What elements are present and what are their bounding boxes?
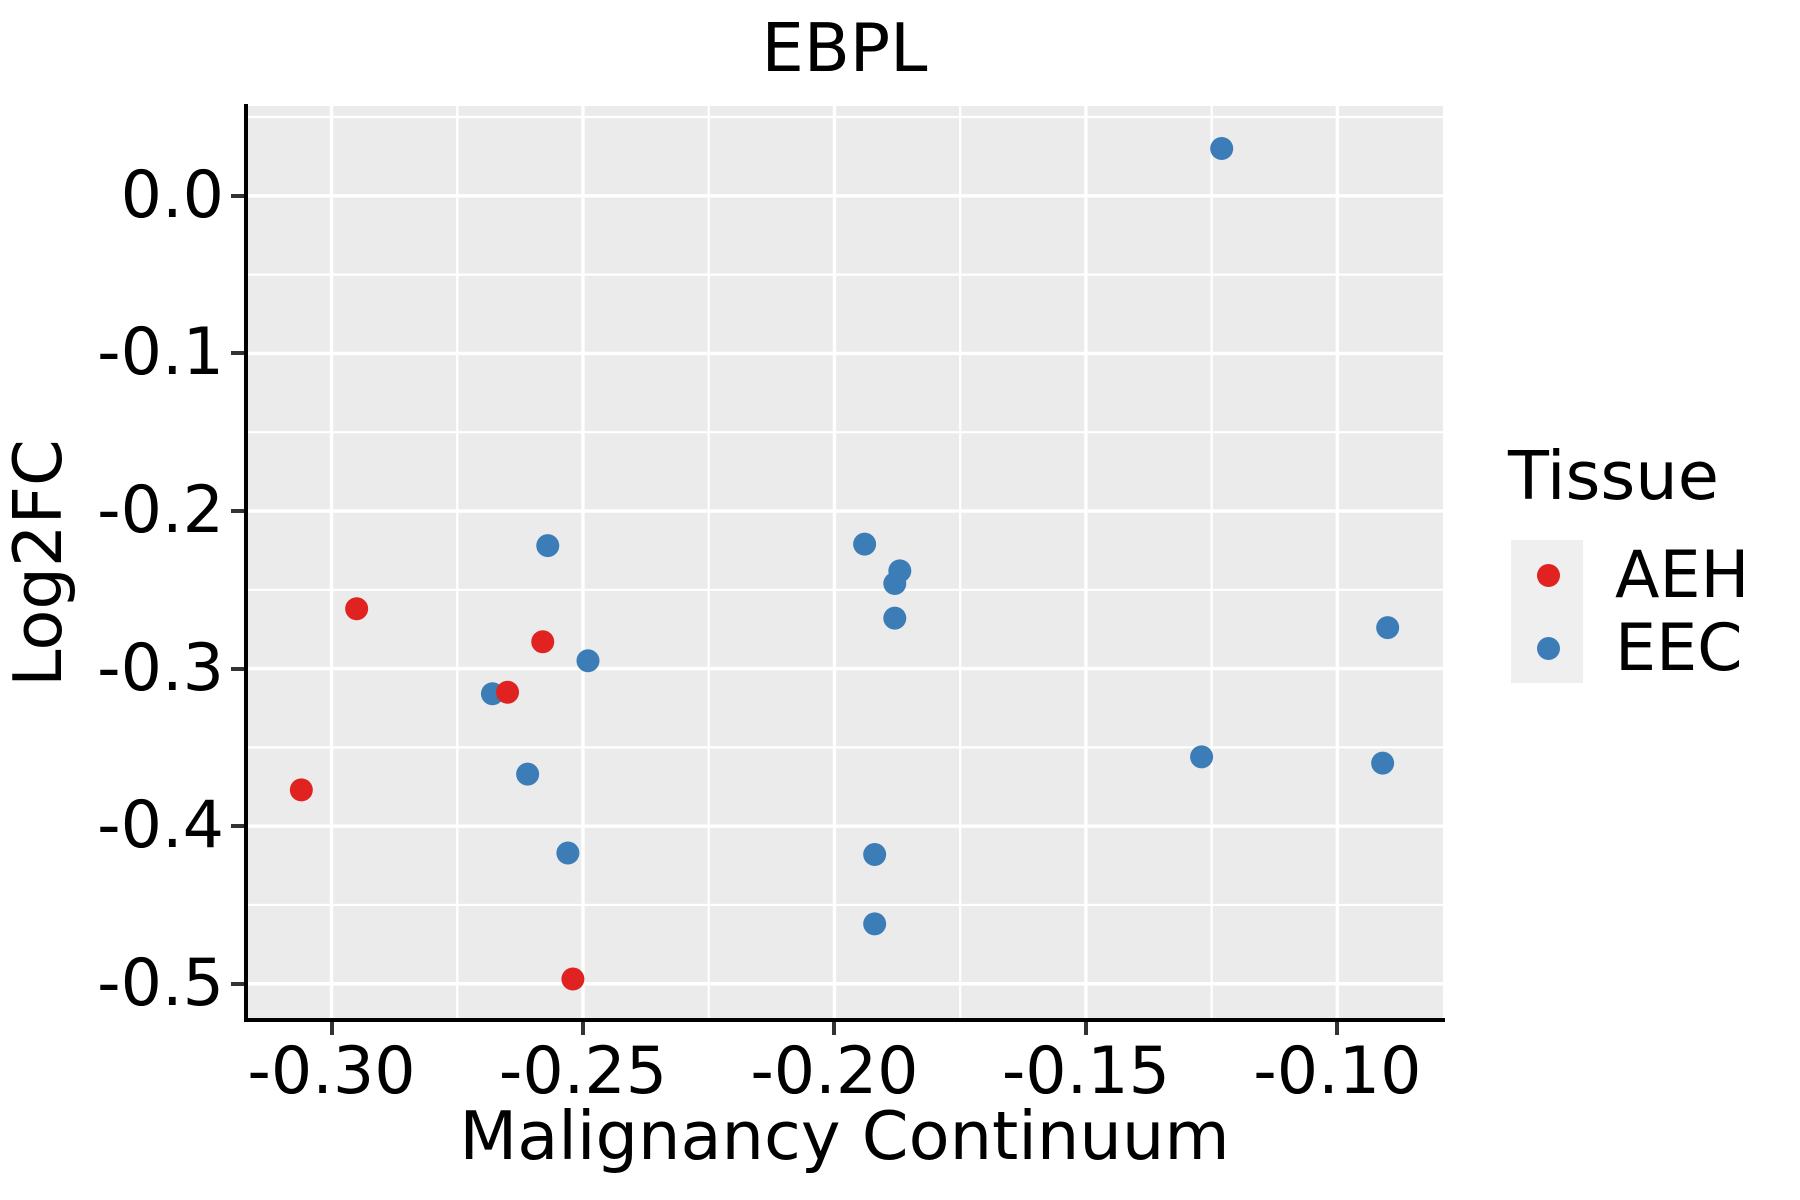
data-point-aeh (531, 630, 555, 654)
x-tick-label: -0.25 (498, 1034, 668, 1109)
x-tick-label: -0.20 (750, 1034, 919, 1109)
data-point-eec (853, 532, 877, 556)
data-point-eec (1210, 137, 1234, 161)
y-tick-mark (231, 666, 244, 671)
data-point-eec (516, 762, 540, 786)
data-point-eec (863, 843, 887, 867)
y-axis-line (244, 104, 248, 1022)
x-tick-mark (580, 1022, 585, 1035)
data-point-eec (556, 841, 580, 865)
scatter-canvas (246, 106, 1443, 1020)
y-tick-mark (231, 193, 244, 198)
data-point-eec (1371, 751, 1395, 775)
x-tick-label: -0.15 (1001, 1034, 1170, 1109)
data-point-eec (1376, 616, 1400, 640)
data-point-aeh (496, 680, 520, 704)
x-axis-line (244, 1018, 1445, 1022)
y-tick-mark (231, 824, 244, 829)
legend-title: Tissue (1508, 437, 1719, 515)
y-tick-label: -0.1 (97, 315, 224, 391)
x-tick-mark (1083, 1022, 1088, 1035)
data-point-aeh (561, 967, 585, 991)
data-point-aeh (345, 597, 369, 621)
data-point-eec (536, 534, 560, 558)
legend-label-eec: EEC (1615, 611, 1743, 686)
x-tick-mark (329, 1022, 334, 1035)
legend-label-aeh: AEH (1615, 538, 1750, 613)
y-tick-label: -0.3 (97, 630, 224, 706)
data-point-eec (883, 606, 907, 630)
plot-area (246, 106, 1443, 1020)
y-tick-label: -0.5 (97, 945, 224, 1021)
legend-key-background (1511, 540, 1583, 683)
y-tick-label: -0.4 (97, 788, 224, 864)
y-tick-mark (231, 508, 244, 513)
legend-dot-eec (1537, 637, 1560, 660)
y-axis-label: Log2FC (0, 439, 77, 687)
data-point-eec (863, 912, 887, 936)
data-point-aeh (289, 778, 313, 802)
x-tick-label: -0.30 (247, 1034, 416, 1109)
y-tick-mark (231, 351, 244, 356)
y-tick-label: 0.0 (120, 157, 224, 233)
plot-title: EBPL (761, 9, 928, 87)
data-point-eec (883, 571, 907, 595)
y-tick-mark (231, 981, 244, 986)
x-tick-mark (1335, 1022, 1340, 1035)
data-point-eec (1190, 745, 1214, 769)
x-tick-mark (832, 1022, 837, 1035)
data-point-eec (576, 649, 600, 673)
x-axis-label: Malignancy Continuum (459, 1097, 1230, 1175)
legend-dot-aeh (1537, 564, 1560, 587)
x-tick-label: -0.10 (1253, 1034, 1422, 1109)
y-tick-label: -0.2 (97, 472, 224, 548)
